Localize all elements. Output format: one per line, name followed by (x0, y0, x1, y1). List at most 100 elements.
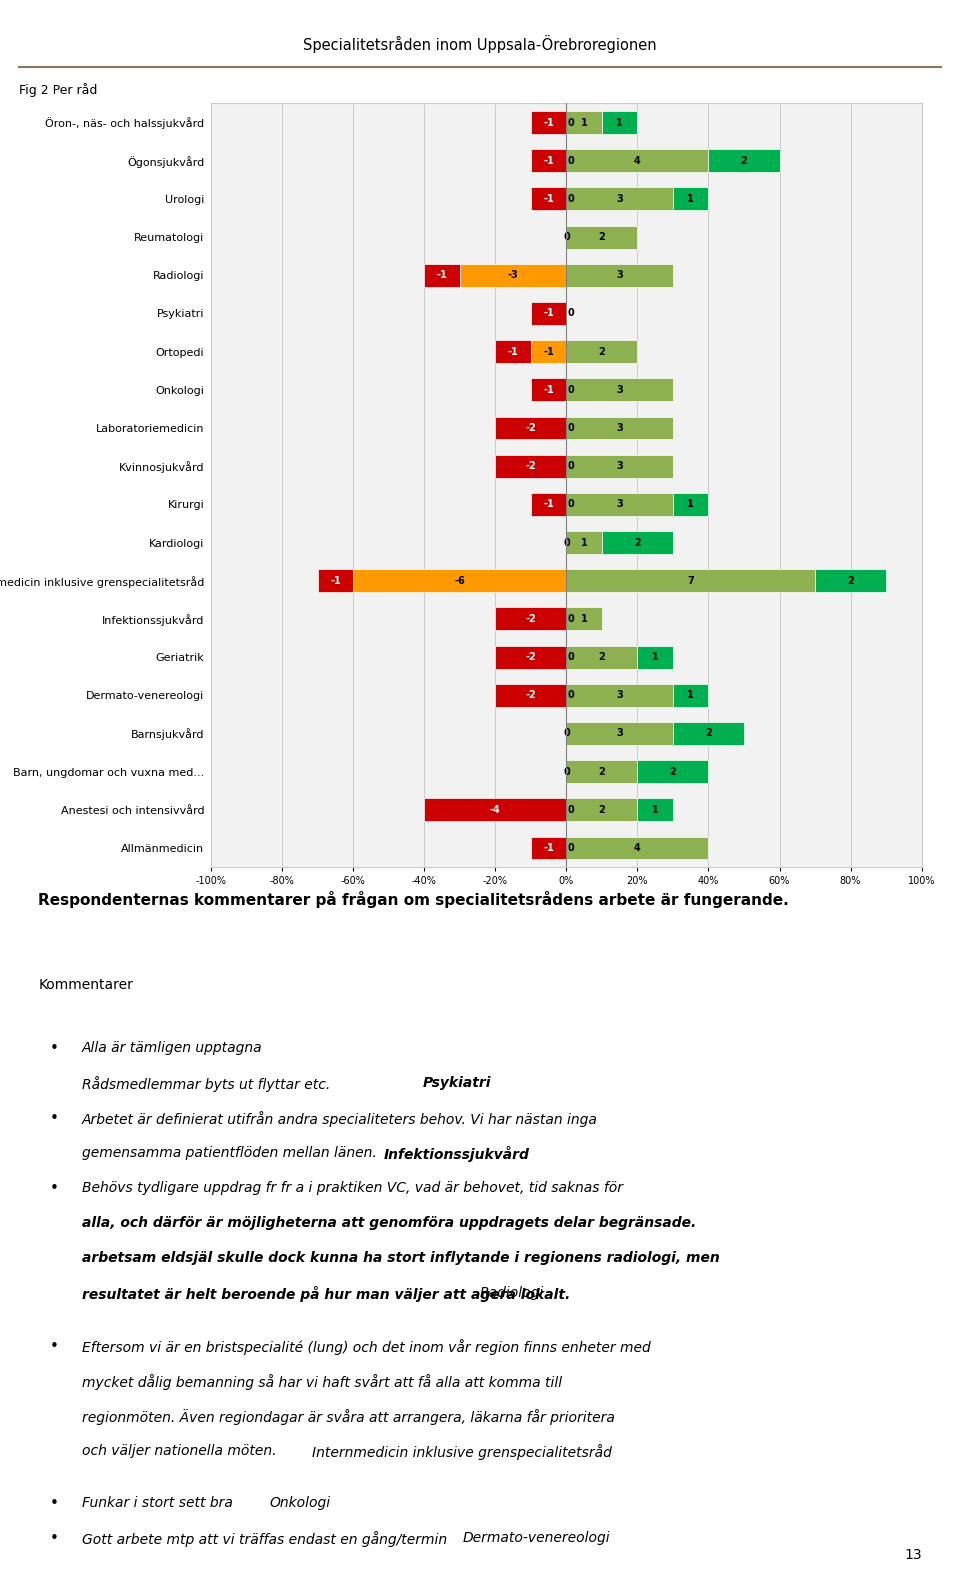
Bar (566, 264, 673, 286)
Bar (637, 646, 673, 668)
Text: 0: 0 (567, 614, 574, 624)
Text: -1: -1 (543, 194, 554, 204)
Text: mycket dålig bemanning så har vi haft svårt att få alla att komma till: mycket dålig bemanning så har vi haft sv… (82, 1375, 562, 1391)
Text: 0: 0 (567, 385, 574, 395)
Bar (353, 570, 566, 592)
Text: Infektionssjukvård: Infektionssjukvård (384, 1147, 530, 1163)
Text: 0: 0 (567, 461, 574, 471)
Bar (531, 111, 566, 134)
Text: 2: 2 (740, 156, 748, 165)
Text: 0: 0 (567, 423, 574, 433)
Bar (495, 340, 531, 363)
Text: 0: 0 (563, 729, 570, 738)
Text: 13: 13 (904, 1548, 922, 1562)
Text: Alla är tämligen upptagna: Alla är tämligen upptagna (82, 1042, 262, 1055)
Bar (566, 837, 708, 859)
Text: -1: -1 (543, 118, 554, 127)
Bar (566, 531, 602, 554)
Bar (566, 340, 637, 363)
Text: och väljer nationella möten.: och väljer nationella möten. (82, 1445, 285, 1457)
Text: 1: 1 (581, 118, 588, 127)
Text: 0: 0 (563, 767, 570, 776)
Text: 2: 2 (847, 576, 854, 585)
Text: regionmöten. Även regiondagar är svåra att arrangera, läkarna får prioritera: regionmöten. Även regiondagar är svåra a… (82, 1410, 614, 1426)
Text: -1: -1 (508, 347, 518, 356)
Text: Rådsmedlemmar byts ut flyttar etc.: Rådsmedlemmar byts ut flyttar etc. (82, 1077, 334, 1093)
Text: Specialitetsråden inom Uppsala-Örebroregionen: Specialitetsråden inom Uppsala-Örebroreg… (303, 35, 657, 53)
Text: 2: 2 (598, 805, 606, 815)
Text: 2: 2 (634, 538, 641, 547)
Bar (531, 150, 566, 172)
Bar (566, 646, 637, 668)
Text: 0: 0 (567, 500, 574, 509)
Text: 0: 0 (567, 843, 574, 853)
Text: Funkar i stort sett bra: Funkar i stort sett bra (82, 1497, 237, 1510)
Text: 3: 3 (616, 270, 623, 280)
Text: 3: 3 (616, 194, 623, 204)
Bar (673, 493, 708, 515)
Text: 2: 2 (669, 767, 677, 776)
Bar (566, 608, 602, 630)
Bar (495, 455, 566, 477)
Bar (602, 111, 637, 134)
Text: 7: 7 (687, 576, 694, 585)
Bar (566, 150, 708, 172)
Text: -1: -1 (543, 385, 554, 395)
Text: resultatet är helt beroende på hur man väljer att agera lokalt.: resultatet är helt beroende på hur man v… (82, 1287, 580, 1303)
Text: -3: -3 (508, 270, 518, 280)
Bar (566, 722, 673, 745)
Text: Fig 2 Per råd: Fig 2 Per råd (19, 83, 98, 97)
Bar (566, 111, 602, 134)
Text: -2: -2 (525, 614, 537, 624)
Text: Onkologi: Onkologi (270, 1497, 331, 1510)
Bar (708, 150, 780, 172)
Bar (531, 340, 566, 363)
Text: •: • (50, 1042, 59, 1056)
Text: 0: 0 (567, 690, 574, 700)
Text: Kommentarer: Kommentarer (38, 978, 133, 993)
Text: alla, och därför är möjligheterna att genomföra uppdragets delar begränsade.: alla, och därför är möjligheterna att ge… (82, 1217, 701, 1230)
Text: -1: -1 (330, 576, 341, 585)
Text: Arbetet är definierat utifrån andra specialiteters behov. Vi har nästan inga: Arbetet är definierat utifrån andra spec… (82, 1112, 597, 1128)
Text: -4: -4 (490, 805, 501, 815)
Bar (495, 608, 566, 630)
Text: -2: -2 (525, 423, 537, 433)
Text: 1: 1 (687, 194, 694, 204)
Bar (566, 226, 637, 248)
Text: 2: 2 (598, 232, 606, 242)
Text: -1: -1 (543, 156, 554, 165)
Bar (566, 379, 673, 401)
Bar (531, 188, 566, 210)
Text: •: • (50, 1340, 59, 1354)
Text: •: • (50, 1112, 59, 1126)
Bar (566, 417, 673, 439)
Bar (602, 531, 673, 554)
Text: -6: -6 (454, 576, 466, 585)
Text: 1: 1 (652, 805, 659, 815)
Bar (531, 379, 566, 401)
Text: Gott arbete mtp att vi träffas endast en gång/termin: Gott arbete mtp att vi träffas endast en… (82, 1532, 451, 1548)
Text: 3: 3 (616, 729, 623, 738)
Text: 3: 3 (616, 385, 623, 395)
Text: -2: -2 (525, 652, 537, 662)
Text: -1: -1 (543, 309, 554, 318)
Bar (424, 264, 460, 286)
Text: 3: 3 (616, 423, 623, 433)
Text: -2: -2 (525, 461, 537, 471)
Text: 2: 2 (598, 652, 606, 662)
Bar (495, 646, 566, 668)
Bar (566, 455, 673, 477)
Text: 0: 0 (567, 805, 574, 815)
Text: 0: 0 (567, 652, 574, 662)
Text: -1: -1 (543, 500, 554, 509)
Bar (673, 722, 744, 745)
Text: Psykiatri: Psykiatri (422, 1077, 491, 1090)
Text: 4: 4 (634, 843, 641, 853)
Text: •: • (50, 1532, 59, 1546)
Bar (673, 684, 708, 706)
Text: 0: 0 (567, 156, 574, 165)
Text: 0: 0 (567, 309, 574, 318)
Bar (424, 799, 566, 821)
Text: Behövs tydligare uppdrag fr fr a i praktiken VC, vad är behovet, tid saknas för: Behövs tydligare uppdrag fr fr a i prakt… (82, 1182, 623, 1195)
Text: 3: 3 (616, 500, 623, 509)
